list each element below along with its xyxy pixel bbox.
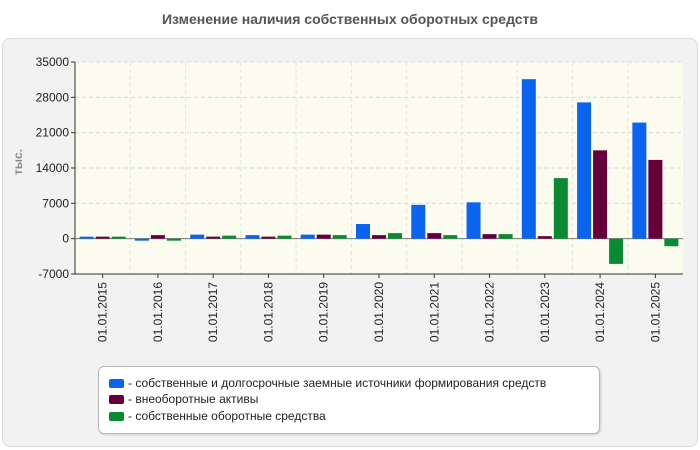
bar xyxy=(150,235,165,239)
legend-label: - собственные оборотные средства xyxy=(128,409,326,423)
bar xyxy=(166,238,181,241)
x-tick-label: 01.01.2016 xyxy=(151,282,165,342)
bar xyxy=(134,238,149,241)
legend-item: - собственные и долгосрочные заемные ист… xyxy=(109,375,546,391)
x-tick-label: 01.01.2019 xyxy=(317,282,331,342)
bar xyxy=(190,234,205,239)
legend-item: - внеоборотные активы xyxy=(109,391,258,407)
bar xyxy=(593,150,608,239)
bar xyxy=(261,236,276,239)
bar xyxy=(277,235,292,239)
bar xyxy=(443,235,458,239)
legend: - собственные и долгосрочные заемные ист… xyxy=(98,366,600,434)
y-tick-label: -7000 xyxy=(38,267,69,281)
bar xyxy=(498,234,513,239)
bar xyxy=(222,235,237,239)
bar xyxy=(577,102,592,239)
legend-label: - внеоборотные активы xyxy=(128,392,259,406)
x-tick-label: 01.01.2022 xyxy=(483,282,497,342)
y-tick-label: 35000 xyxy=(36,55,70,69)
bar xyxy=(521,79,536,239)
bar xyxy=(482,234,497,239)
bar xyxy=(316,234,331,239)
bar xyxy=(466,202,481,239)
x-tick-label: 01.01.2020 xyxy=(372,282,386,342)
x-tick-label: 01.01.2025 xyxy=(648,282,662,342)
bar xyxy=(388,233,402,239)
bar xyxy=(245,235,260,239)
y-axis-label: тыс. xyxy=(11,149,25,175)
bar xyxy=(632,122,647,239)
chart-title: Изменение наличия собственных оборотных … xyxy=(161,11,539,27)
bar xyxy=(300,234,315,239)
x-tick-label: 01.01.2024 xyxy=(593,282,607,342)
y-tick-label: 28000 xyxy=(36,90,70,104)
legend-item: - собственные оборотные средства xyxy=(109,408,326,424)
bar xyxy=(537,236,552,239)
legend-label: - собственные и долгосрочные заемные ист… xyxy=(128,376,547,390)
bar xyxy=(427,233,442,239)
y-tick-label: 0 xyxy=(62,232,69,246)
bar xyxy=(609,238,624,264)
bar xyxy=(206,236,221,239)
bar xyxy=(332,235,347,239)
x-tick-label: 01.01.2015 xyxy=(96,282,110,342)
bar xyxy=(664,238,679,247)
bar xyxy=(95,236,110,239)
x-tick-label: 01.01.2023 xyxy=(538,282,552,342)
bar xyxy=(553,178,568,239)
bar xyxy=(372,235,386,239)
legend-swatch xyxy=(109,378,124,388)
y-tick-label: 21000 xyxy=(36,126,70,140)
bar xyxy=(79,236,94,239)
x-tick-label: 01.01.2021 xyxy=(427,282,441,342)
bar xyxy=(648,159,663,239)
x-tick-label: 01.01.2018 xyxy=(261,282,275,342)
bar xyxy=(356,224,370,239)
bar xyxy=(411,204,426,239)
y-tick-label: 14000 xyxy=(36,161,70,175)
legend-swatch xyxy=(109,394,124,404)
y-tick-label: 7000 xyxy=(42,196,69,210)
legend-swatch xyxy=(109,411,124,421)
bar xyxy=(111,236,126,239)
x-tick-label: 01.01.2017 xyxy=(206,282,220,342)
